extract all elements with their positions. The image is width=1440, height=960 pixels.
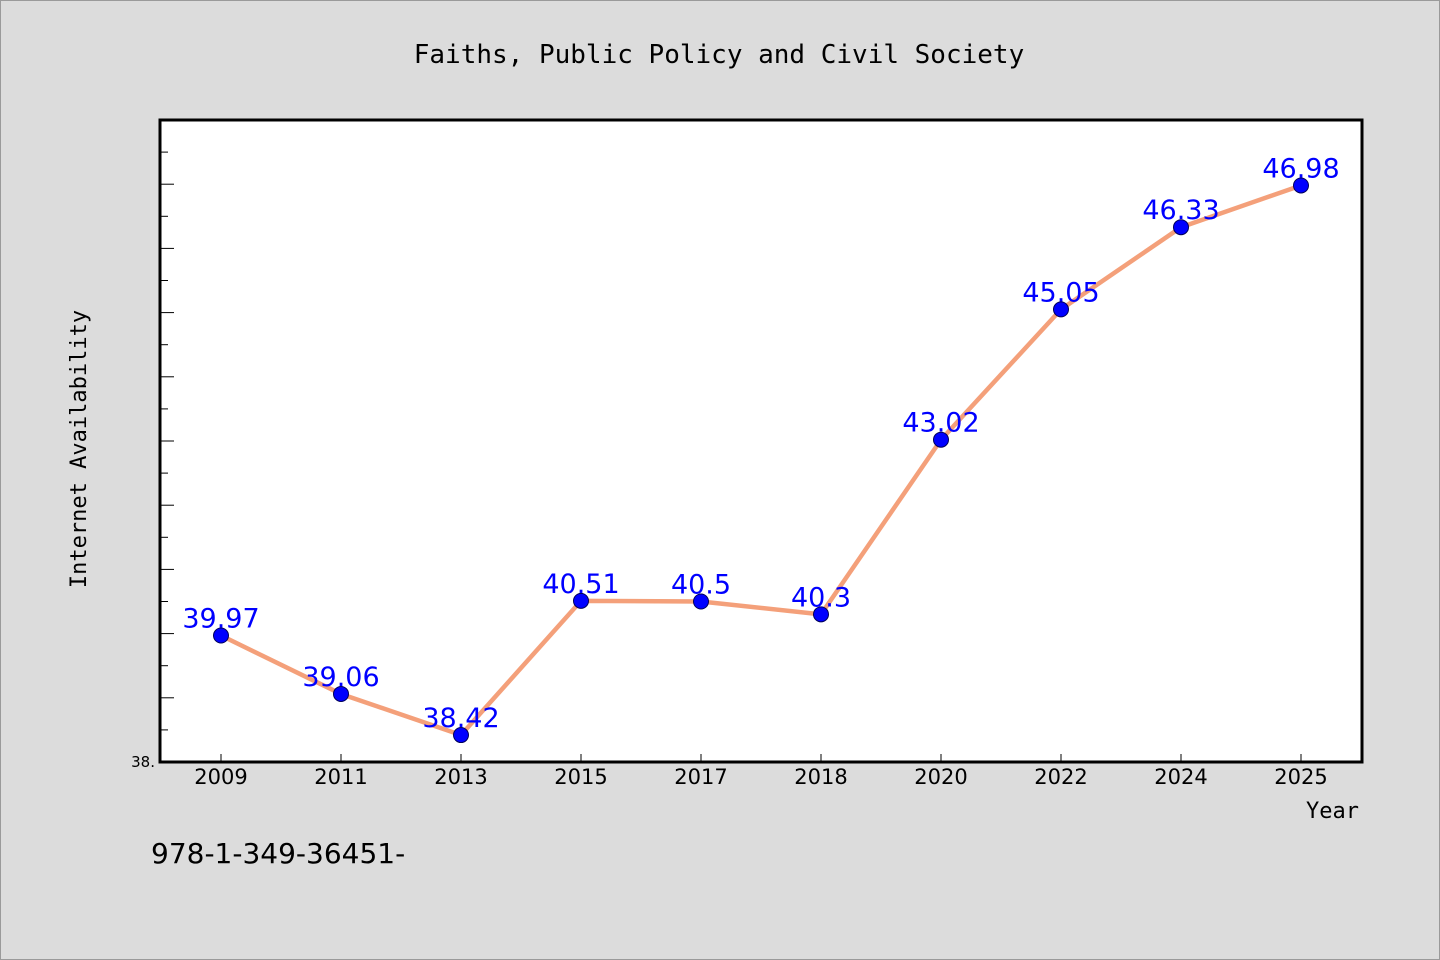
data-point [1293, 177, 1309, 194]
data-label: 43.02 [902, 408, 979, 439]
series-line [218, 183, 1304, 738]
data-label: 45.05 [1022, 277, 1099, 308]
data-point [1173, 219, 1189, 236]
x-tick-label: 2017 [674, 765, 727, 789]
x-tick-label: 2015 [554, 765, 607, 789]
data-label: 39.97 [182, 604, 259, 635]
data-point [1053, 301, 1069, 318]
x-tick-label: 2022 [1034, 765, 1087, 789]
y-axis-ticks [160, 119, 174, 763]
x-tick-label: 2018 [794, 765, 847, 789]
footer-text: 978-1-349-36451- [151, 837, 405, 870]
x-tick-label: 2013 [434, 765, 487, 789]
data-label: 46.98 [1262, 153, 1339, 184]
y-axis-label: Internet Availability [67, 310, 92, 588]
x-tick-label: 2024 [1154, 765, 1207, 789]
data-point [453, 727, 469, 744]
data-point [573, 592, 589, 609]
data-label: 38.42 [422, 703, 499, 734]
x-tick-label: 2011 [314, 765, 367, 789]
x-axis-tick-labels: 2009 2011 2013 2015 2017 2018 2020 2022 2024 2025 [194, 754, 1328, 789]
plot-area [158, 118, 1364, 764]
data-point [813, 606, 829, 623]
data-point [213, 627, 229, 644]
series-group: 39.97 39.06 38.42 40.51 40.5 40.3 43.02 45.05 46… [182, 153, 1340, 744]
x-axis-label: Year [1306, 799, 1359, 824]
data-point [333, 685, 349, 702]
x-tick-label: 2009 [194, 765, 247, 789]
x-tick-label: 2025 [1274, 765, 1327, 789]
data-label: 40.3 [791, 582, 851, 613]
data-point [933, 431, 949, 448]
y-tick-label: 38. [131, 753, 155, 771]
data-point [693, 593, 709, 610]
data-label: 40.51 [542, 569, 619, 600]
data-label: 46.33 [1142, 195, 1219, 226]
data-label: 39.06 [302, 662, 379, 693]
x-tick-label: 2020 [914, 765, 967, 789]
chart-title: Faiths, Public Policy and Civil Society [414, 40, 1024, 70]
data-label: 40.5 [671, 570, 731, 601]
